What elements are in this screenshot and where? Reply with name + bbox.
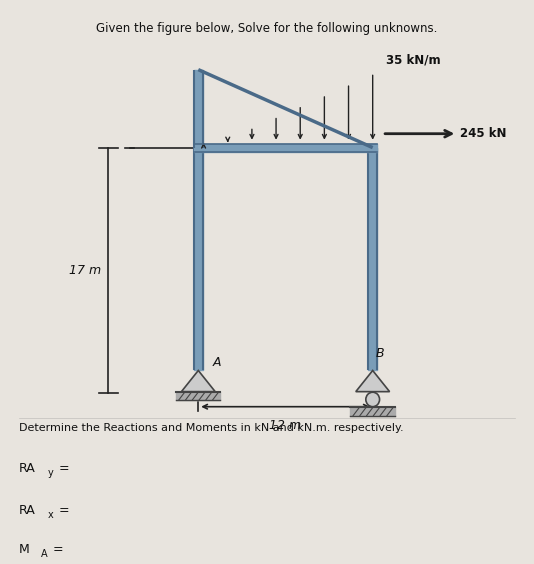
Text: =: = bbox=[53, 543, 64, 556]
Text: =: = bbox=[58, 462, 69, 475]
Text: A: A bbox=[213, 356, 222, 369]
Text: Given the figure below, Solve for the following unknowns.: Given the figure below, Solve for the fo… bbox=[96, 22, 438, 36]
Text: Determine the Reactions and Moments in kN and kN.m. respectively.: Determine the Reactions and Moments in k… bbox=[19, 424, 403, 433]
Text: 12 m: 12 m bbox=[270, 419, 302, 432]
Text: B: B bbox=[375, 347, 384, 360]
Polygon shape bbox=[356, 371, 390, 391]
Text: x: x bbox=[48, 510, 53, 520]
Text: 35 kN/m: 35 kN/m bbox=[386, 54, 441, 67]
Text: y: y bbox=[48, 468, 53, 478]
Text: 245 kN: 245 kN bbox=[460, 127, 506, 140]
Text: 17 m: 17 m bbox=[69, 264, 101, 277]
Text: =: = bbox=[58, 504, 69, 517]
Text: A: A bbox=[41, 549, 48, 559]
Polygon shape bbox=[182, 371, 215, 391]
Text: RA: RA bbox=[19, 462, 35, 475]
Circle shape bbox=[366, 392, 380, 407]
Text: M: M bbox=[19, 543, 29, 556]
Text: RA: RA bbox=[19, 504, 35, 517]
